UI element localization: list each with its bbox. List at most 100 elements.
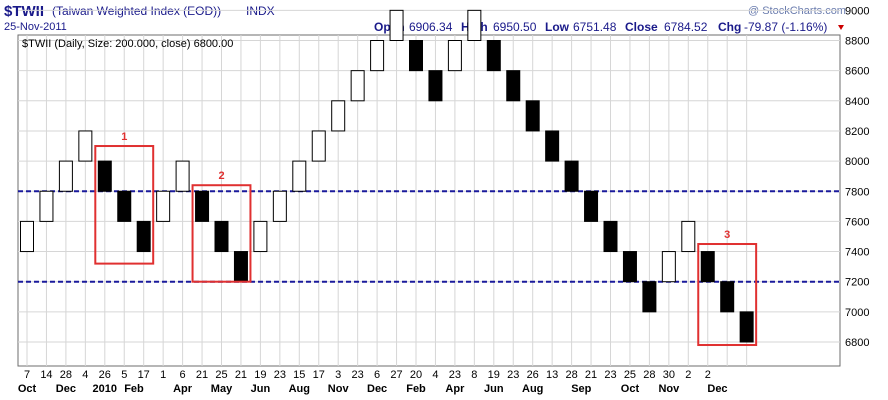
symbol-title: $TWII (4, 3, 44, 20)
x-day-label: 4 (432, 369, 438, 381)
x-day-label: 28 (643, 369, 655, 381)
annotation-box (191, 184, 252, 283)
x-month-label: Apr (445, 383, 465, 395)
close-label: Close (625, 20, 658, 34)
x-day-label: 3 (335, 369, 341, 381)
up-brick (681, 220, 696, 253)
down-brick (720, 281, 735, 313)
down-brick (642, 281, 657, 313)
index-name: (Taiwan Weighted Index (EOD)) (52, 4, 221, 18)
up-brick (78, 130, 93, 162)
y-tick-label: 7800 (845, 186, 869, 198)
x-month-label: Feb (406, 383, 426, 395)
bricks (20, 9, 754, 343)
down-brick (409, 40, 423, 72)
x-day-label: 7 (24, 369, 30, 381)
chg-value: -79.87 (-1.16%) (744, 20, 827, 34)
up-brick (311, 130, 326, 162)
x-month-label: Nov (328, 383, 350, 395)
open-value: 6906.34 (409, 20, 453, 34)
header-bar (0, 0, 888, 34)
down-brick (233, 251, 248, 283)
down-brick (700, 251, 715, 283)
down-brick (136, 220, 151, 253)
x-day-label: 26 (527, 369, 539, 381)
x-day-label: 25 (215, 369, 227, 381)
high-value: 6950.50 (493, 20, 537, 34)
up-brick (370, 40, 385, 72)
quote-bar: Open 6906.34 High 6950.50 Low 6751.48 Cl… (374, 20, 827, 34)
low-value: 6751.48 (573, 20, 617, 34)
x-day-label: 1 (160, 369, 166, 381)
x-day-label: 26 (99, 369, 111, 381)
x-day-label: 27 (390, 369, 402, 381)
x-month-label: 2010 (93, 383, 117, 395)
x-day-label: 2 (685, 369, 691, 381)
x-axis: 7 14 28 4 26 5 17 1 6 21 25 21 19 23 15 17 3 23 6 27 20 4 23 8 1… (18, 369, 728, 395)
x-day-label: 19 (254, 369, 266, 381)
x-day-label: 17 (313, 369, 325, 381)
annotation-label: 1 (121, 131, 127, 143)
y-tick-label: 9000 (845, 5, 869, 17)
x-day-label: 15 (293, 369, 305, 381)
x-month-label: Aug (289, 383, 310, 395)
up-brick (350, 70, 365, 102)
x-month-label: Nov (658, 383, 680, 395)
x-month-label: Oct (621, 383, 640, 395)
down-brick (486, 40, 501, 72)
x-day-label: 25 (624, 369, 636, 381)
down-brick (739, 311, 754, 343)
x-day-label: 23 (604, 369, 616, 381)
y-tick-label: 7200 (845, 277, 869, 289)
annotations: 1 2 3 (94, 131, 758, 347)
x-day-label: 6 (180, 369, 186, 381)
x-month-label: Dec (56, 383, 76, 395)
x-month-label: Sep (571, 383, 591, 395)
down-brick (545, 130, 560, 162)
x-day-label: 13 (546, 369, 558, 381)
annotation-box (697, 243, 758, 347)
y-tick-label: 8600 (845, 66, 869, 78)
x-day-label: 17 (138, 369, 150, 381)
chg-down-arrow-icon (838, 25, 844, 30)
y-tick-label: 8000 (845, 156, 869, 168)
x-day-label: 5 (121, 369, 127, 381)
down-brick (525, 100, 540, 132)
x-day-label: 23 (274, 369, 286, 381)
y-tick-label: 8800 (845, 36, 869, 48)
close-value: 6784.52 (664, 20, 708, 34)
x-day-label: 28 (565, 369, 577, 381)
chart-date: 25-Nov-2011 (4, 21, 67, 33)
x-day-label: 2 (705, 369, 711, 381)
down-brick (97, 160, 112, 192)
up-brick (20, 220, 34, 253)
y-tick-label: 7600 (845, 216, 869, 228)
down-brick (195, 190, 210, 222)
annotation-box (94, 145, 155, 265)
watermark: @ StockCharts.com (748, 5, 846, 17)
up-brick (292, 160, 307, 192)
chart-legend: $TWII (Daily, Size: 200.000, close) 6800… (22, 38, 233, 50)
x-day-label: 19 (488, 369, 500, 381)
x-month-label: Dec (707, 383, 727, 395)
down-brick (622, 251, 637, 283)
up-brick (389, 9, 404, 41)
y-tick-label: 8400 (845, 96, 869, 108)
down-brick (564, 160, 579, 192)
up-brick (39, 190, 54, 222)
x-month-label: Jun (484, 383, 504, 395)
y-tick-label: 7400 (845, 247, 869, 259)
up-brick (467, 9, 482, 41)
down-brick (214, 220, 229, 253)
down-brick (428, 70, 443, 102)
x-month-label: Aug (522, 383, 543, 395)
x-day-label: 20 (410, 369, 422, 381)
x-month-label: Apr (173, 383, 193, 395)
up-brick (253, 220, 268, 253)
x-day-label: 21 (585, 369, 597, 381)
annotation-label: 3 (724, 229, 730, 241)
x-month-label: Dec (367, 383, 387, 395)
low-label: Low (545, 20, 570, 34)
x-day-label: 6 (374, 369, 380, 381)
